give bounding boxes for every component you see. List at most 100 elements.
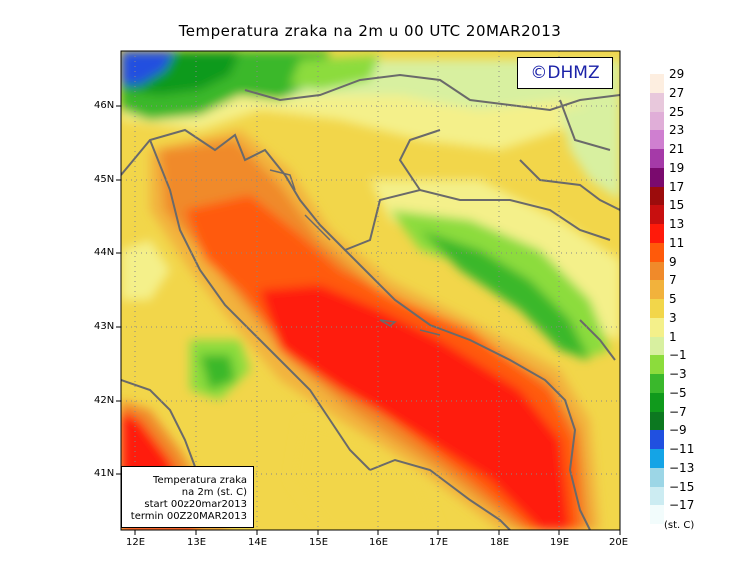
legend-label: −17 [669, 498, 695, 513]
legend-swatch [650, 392, 664, 412]
legend-label: 1 [669, 329, 677, 344]
info-box: Temperatura zraka na 2m (st. C) start 00… [121, 466, 254, 528]
legend-swatch [650, 130, 664, 149]
legend-label: −9 [669, 423, 687, 438]
legend-label: 21 [669, 142, 685, 156]
legend-swatch [650, 74, 664, 93]
y-tick-label: 44N [94, 247, 115, 258]
info-line: na 2m (st. C) [181, 487, 247, 498]
legend-entry: 27 [650, 86, 740, 112]
legend-entry: 11 [650, 236, 740, 262]
legend-label: 3 [669, 310, 677, 325]
x-tick-label: 13E [187, 537, 207, 548]
legend-entry: −15 [650, 480, 740, 506]
x-tick-label: 17E [429, 537, 449, 548]
y-tick-label: 45N [94, 174, 115, 185]
legend-entry: −11 [650, 442, 740, 468]
y-tick-label: 43N [94, 321, 115, 332]
dhmz-logo: ©DHMZ [517, 57, 613, 89]
legend-swatch [650, 167, 664, 187]
legend-label: −1 [669, 348, 687, 363]
info-line: termin 00Z20MAR2013 [130, 511, 247, 522]
legend-label: −3 [669, 367, 687, 381]
legend-entry: 23 [650, 123, 740, 149]
x-tick-label: 18E [490, 537, 510, 548]
legend-swatch [650, 111, 664, 131]
x-tick-label: 15E [309, 537, 329, 548]
legend-label: 17 [669, 179, 685, 194]
legend-entry: 3 [650, 311, 740, 337]
legend-label: 11 [669, 235, 685, 250]
x-tick-label: 12E [126, 537, 146, 548]
y-tick-label: 46N [94, 100, 115, 111]
legend-unit: (st. C) [664, 520, 695, 531]
legend-label: −11 [669, 442, 695, 456]
info-line: Temperatura zraka [153, 475, 247, 486]
legend-entry: 1 [650, 330, 740, 356]
legend-label: −13 [669, 460, 695, 475]
legend-entry: 9 [650, 255, 740, 281]
legend-swatch [650, 224, 664, 243]
legend-label: −7 [669, 404, 687, 419]
legend-entry: −13 [650, 461, 740, 487]
legend-swatch [650, 486, 664, 506]
legend-label: 19 [669, 160, 685, 175]
legend-swatch [650, 149, 664, 168]
legend-entry: 25 [650, 105, 740, 131]
info-line: start 00z20mar2013 [144, 499, 247, 510]
legend-entry: 19 [650, 161, 740, 187]
legend-label: 29 [669, 67, 685, 81]
legend-swatch [650, 467, 664, 487]
legend-swatch [650, 355, 664, 374]
legend-entry: −7 [650, 405, 740, 431]
legend-entry: −1 [650, 348, 740, 374]
legend-entry: −17 [650, 498, 740, 524]
legend-entry: 17 [650, 180, 740, 206]
x-tick-label: 16E [369, 537, 389, 548]
legend-swatch [650, 374, 664, 393]
legend-swatch [650, 261, 664, 281]
legend-swatch [650, 205, 664, 224]
legend-swatch [650, 449, 664, 468]
x-tick-label: 14E [248, 537, 268, 548]
legend-swatch [650, 242, 664, 262]
lat-lon-grid [121, 51, 620, 530]
x-tick-label: 19E [550, 537, 570, 548]
legend-label: −15 [669, 479, 695, 494]
legend-swatch [650, 336, 664, 356]
legend-entry: 13 [650, 217, 740, 243]
legend-entry: −3 [650, 367, 740, 393]
x-tick-label: 20E [609, 537, 629, 548]
legend-swatch [650, 280, 664, 299]
legend-swatch [650, 411, 664, 431]
legend-entry: −9 [650, 423, 740, 449]
legend-swatch [650, 430, 664, 449]
legend-entry: 7 [650, 273, 740, 299]
y-tick-label: 42N [94, 395, 115, 406]
legend-entry: 15 [650, 198, 740, 224]
legend-entry: 21 [650, 142, 740, 168]
legend-swatch [650, 186, 664, 206]
legend-label: 9 [669, 254, 677, 269]
legend-entry: 5 [650, 292, 740, 318]
legend-label: 7 [669, 273, 677, 288]
legend-swatch [650, 505, 664, 524]
legend-label: 5 [669, 292, 677, 306]
legend-label: 27 [669, 85, 685, 100]
legend-swatch [650, 299, 664, 318]
map-title: Temperatura zraka na 2m u 00 UTC 20MAR20… [178, 22, 562, 40]
map-frame [120, 50, 621, 531]
coastline-borders [121, 73, 620, 530]
legend-entry: 29 [650, 67, 740, 93]
axis-ticks [116, 105, 621, 535]
legend-entry: −5 [650, 386, 740, 412]
legend-label: 25 [669, 104, 685, 119]
legend-label: 23 [669, 123, 685, 138]
y-tick-label: 41N [94, 468, 115, 479]
legend-label: 15 [669, 198, 685, 213]
legend-swatch [650, 317, 664, 337]
legend-label: 13 [669, 217, 685, 231]
temperature-field [121, 51, 620, 530]
legend-label: −5 [669, 385, 687, 400]
